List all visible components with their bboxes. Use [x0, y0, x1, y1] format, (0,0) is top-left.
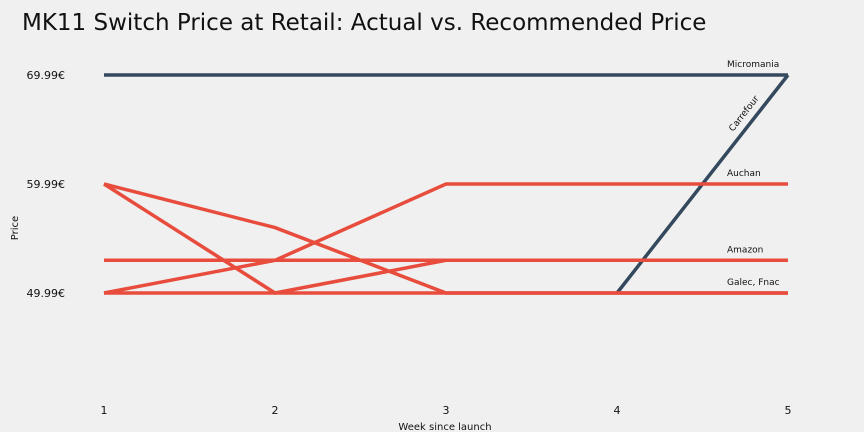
x-tick-label: 4 [614, 404, 621, 417]
y-tick-label: 49.99€ [27, 287, 66, 300]
chart-title: MK11 Switch Price at Retail: Actual vs. … [22, 10, 706, 36]
x-tick-label: 2 [272, 404, 279, 417]
x-axis-label: Week since launch [398, 422, 491, 432]
x-tick-label: 1 [101, 404, 108, 417]
x-tick-label: 5 [785, 404, 792, 417]
x-tick-labels: 1 2 3 4 5 [101, 404, 792, 417]
series-label-galec-fnac: Galec, Fnac [727, 278, 780, 288]
series-line-auchan [103, 182, 788, 295]
series-line-unlabeled-6 [103, 182, 788, 295]
y-tick-labels: 49.99€ 59.99€ 69.99€ [27, 69, 66, 300]
y-axis-label: Price [10, 216, 21, 240]
y-tick-label: 59.99€ [27, 178, 66, 191]
series-label-amazon: Amazon [727, 245, 763, 255]
series-label-auchan: Auchan [727, 169, 761, 179]
y-tick-label: 69.99€ [27, 69, 66, 82]
series-label-micromania: Micromania [727, 60, 779, 70]
series-line-unlabeled-5 [103, 182, 788, 295]
x-tick-label: 3 [443, 404, 450, 417]
series-lines [103, 73, 790, 295]
